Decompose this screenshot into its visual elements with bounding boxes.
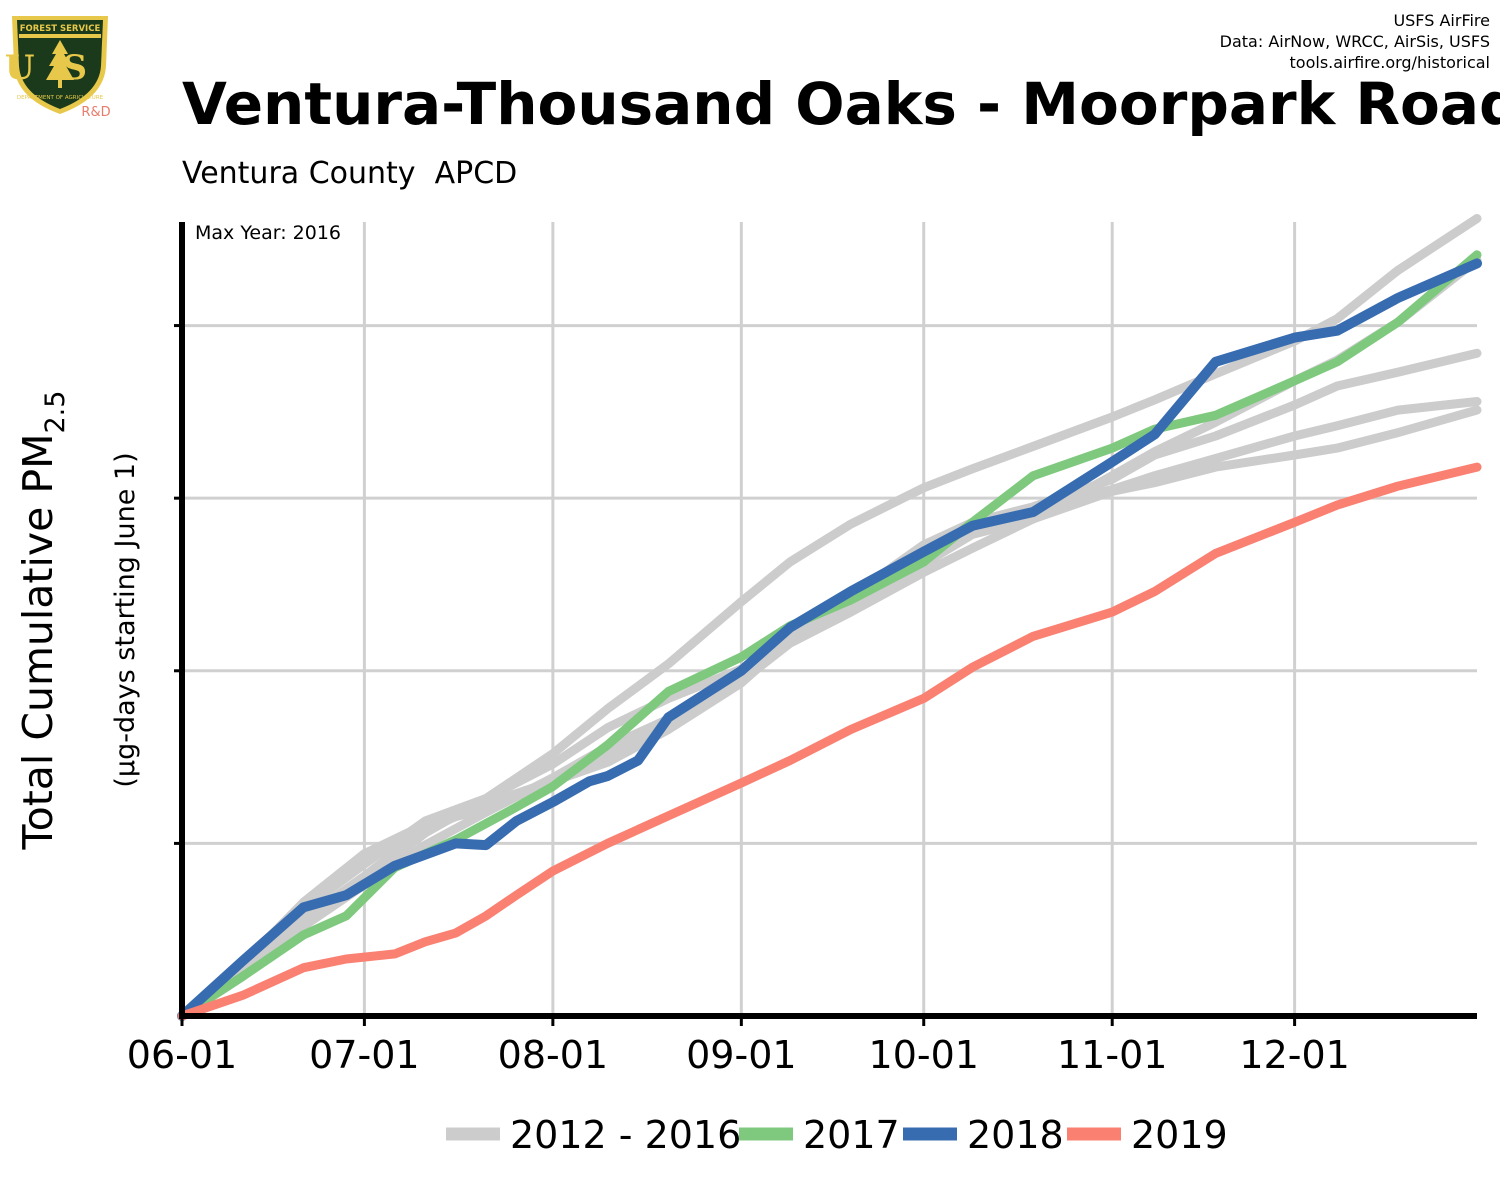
x-tick-label: 08-01 [498, 1033, 608, 1077]
tree-icon [46, 40, 74, 88]
x-tick-label: 06-01 [127, 1033, 237, 1077]
y-axis-label: Total Cumulative PM2.5 [14, 391, 71, 851]
series-line-y2018 [177, 258, 1482, 1021]
legend-label: 2018 [967, 1113, 1064, 1157]
series-line-y2017 [177, 250, 1482, 1021]
credit-line: Data: AirNow, WRCC, AirSis, USFS [1219, 32, 1490, 51]
series-line-history [177, 405, 1482, 1021]
forest-service-logo: FOREST SERVICE US DEPARTMENT OF AGRICULT… [5, 6, 114, 120]
svg-text:R&D: R&D [81, 105, 110, 118]
x-tick-label: 07-01 [309, 1033, 419, 1077]
credits-block: USFS AirFire Data: AirNow, WRCC, AirSis,… [1220, 10, 1490, 73]
svg-text:DEPARTMENT OF AGRICULTURE: DEPARTMENT OF AGRICULTURE [17, 95, 104, 101]
series-line-history [177, 255, 1482, 1021]
x-tick-label: 09-01 [686, 1033, 796, 1077]
legend-label: 2019 [1131, 1113, 1228, 1157]
x-tick-label: 10-01 [869, 1033, 979, 1077]
max-year-annotation: Max Year: 2016 [195, 222, 341, 244]
svg-text:US: US [6, 48, 114, 88]
svg-text:FOREST SERVICE: FOREST SERVICE [20, 24, 101, 34]
series-line-y2019 [177, 462, 1482, 1021]
series-line-history [177, 397, 1482, 1021]
legend-label: 2017 [803, 1113, 900, 1157]
x-tick-label: 11-01 [1057, 1033, 1167, 1077]
chart-subtitle: Ventura County APCD [182, 156, 518, 191]
x-tick-label: 12-01 [1239, 1033, 1349, 1077]
credit-line: USFS AirFire [1393, 11, 1490, 30]
chart-title: Ventura-Thousand Oaks - Moorpark Road [182, 70, 1500, 138]
y-axis-sublabel: (µg-days starting June 1) [110, 452, 141, 787]
credit-line: tools.airfire.org/historical [1289, 53, 1490, 72]
legend-label: 2012 - 2016 [510, 1113, 741, 1157]
